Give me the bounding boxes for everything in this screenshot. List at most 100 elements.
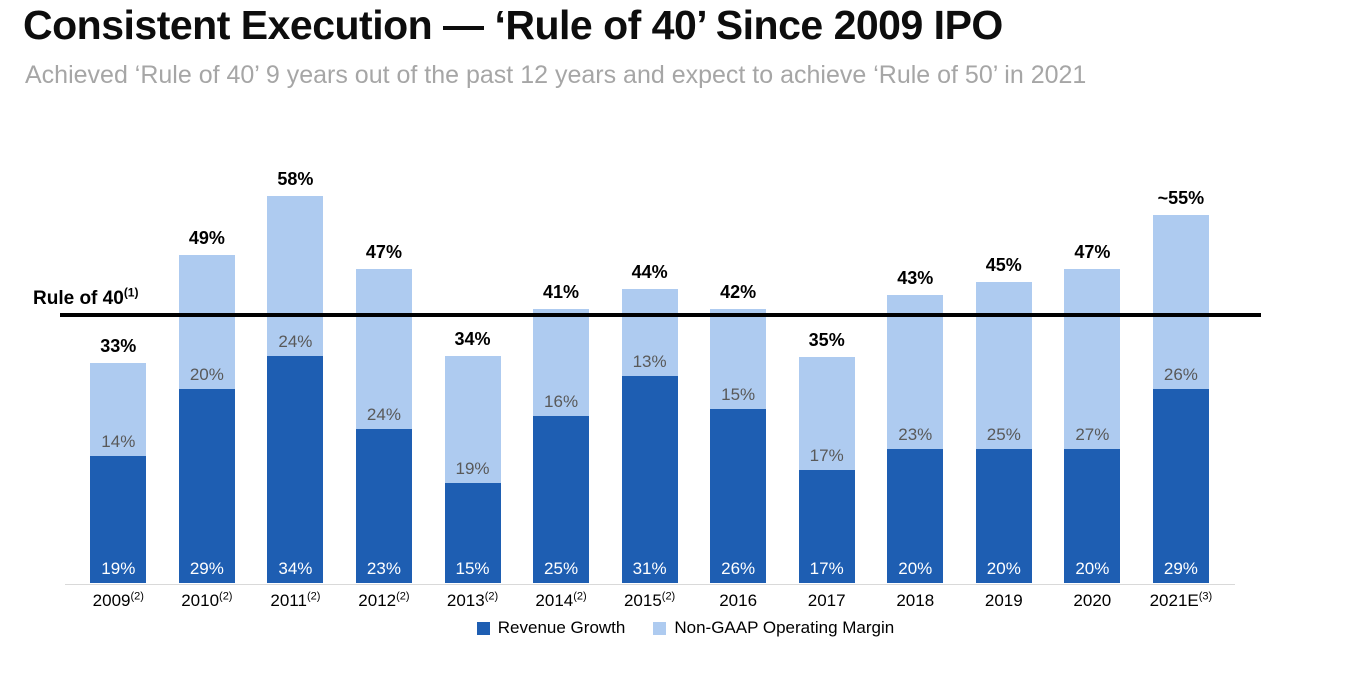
x-axis-footnote-marker: (2): [661, 590, 676, 603]
revenue-growth-segment: 34%: [267, 356, 324, 583]
x-axis-label-year: 2010: [181, 591, 220, 610]
bar-total-label: 47%: [365, 242, 402, 262]
legend-label: Non-GAAP Operating Margin: [674, 618, 895, 637]
legend: Revenue Growth Non-GAAP Operating Margin: [0, 618, 1371, 638]
revenue-growth-segment: 23%: [355, 429, 412, 583]
x-axis-footnote-marker: (2): [484, 590, 499, 603]
legend-swatch-icon: [653, 621, 667, 635]
bar-total-label: 43%: [897, 268, 934, 288]
x-axis-label: 2019: [959, 591, 1049, 611]
segment-value-label: 20%: [1075, 559, 1110, 578]
segment-value-label: 26%: [1163, 365, 1198, 384]
segment-value-label: 31%: [632, 559, 667, 578]
segment-value-label: 20%: [898, 559, 933, 578]
segment-value-label: 16%: [544, 392, 579, 411]
bar-total-label: ~55%: [1157, 188, 1205, 208]
x-axis-footnote-marker: (2): [130, 590, 144, 603]
segment-value-label: 19%: [101, 559, 136, 578]
segment-value-label: 14%: [101, 432, 136, 451]
x-axis-footnote-marker: (2): [219, 590, 233, 603]
x-axis-label: 2013(2): [428, 591, 518, 611]
operating-margin-segment: 24%: [355, 269, 412, 429]
segment-value-label: 27%: [1075, 425, 1110, 444]
x-axis-label-year: 2015: [623, 591, 662, 610]
segment-value-label: 26%: [721, 559, 756, 578]
x-axis-label: 2016: [693, 591, 783, 611]
legend-swatch-icon: [476, 621, 490, 635]
rule-of-40-footnote-marker: (1): [123, 285, 139, 300]
bar-total-label: 41%: [543, 282, 580, 302]
x-axis-label-year: 2021E: [1149, 591, 1199, 610]
bar-total-label: 35%: [808, 330, 845, 350]
segment-value-label: 23%: [366, 559, 401, 578]
segment-value-label: 24%: [278, 332, 313, 351]
rule-of-40-label: Rule of 40(1): [33, 285, 139, 310]
segment-value-label: 25%: [544, 559, 579, 578]
x-axis-label-year: 2013: [446, 591, 485, 610]
x-axis-label: 2011(2): [250, 591, 340, 611]
operating-margin-segment: 16%: [533, 309, 590, 416]
x-axis-label-year: 2011: [270, 591, 307, 610]
rule-of-40-line: [60, 313, 1261, 317]
revenue-growth-segment: 25%: [533, 416, 590, 583]
legend-item-revenue-growth: Revenue Growth: [476, 618, 626, 638]
legend-label: Revenue Growth: [497, 618, 626, 637]
x-axis-label-year: 2009: [92, 591, 131, 610]
revenue-growth-segment: 15%: [444, 483, 501, 583]
segment-value-label: 17%: [809, 559, 844, 578]
x-axis-label-year: 2012: [358, 591, 397, 610]
operating-margin-segment: 19%: [444, 356, 501, 483]
bar-total-label: 47%: [1074, 242, 1111, 262]
bar-total-label: 34%: [454, 329, 491, 349]
x-axis-footnote-marker: (2): [306, 590, 321, 603]
x-axis-label-year: 2014: [535, 591, 574, 610]
x-axis-label-year: 2019: [984, 591, 1023, 610]
x-axis-label: 2012(2): [339, 591, 429, 611]
bar-total-label: 33%: [100, 336, 137, 356]
operating-margin-segment: 24%: [267, 196, 324, 356]
segment-value-label: 19%: [455, 459, 490, 478]
operating-margin-segment: 23%: [887, 295, 944, 449]
operating-margin-segment: 17%: [798, 357, 855, 470]
segment-value-label: 15%: [455, 559, 490, 578]
x-axis-label-year: 2017: [807, 591, 846, 610]
x-axis-footnote-marker: (3): [1198, 590, 1213, 603]
x-axis-label-year: 2020: [1073, 591, 1112, 610]
slide-subtitle: Achieved ‘Rule of 40’ 9 years out of the…: [25, 61, 1087, 89]
operating-margin-segment: 25%: [975, 282, 1032, 449]
segment-value-label: 20%: [986, 559, 1021, 578]
bar-total-label: 42%: [720, 282, 757, 302]
x-axis-label-year: 2016: [719, 591, 758, 610]
operating-margin-segment: 20%: [178, 255, 235, 389]
revenue-growth-segment: 31%: [621, 376, 678, 583]
revenue-growth-segment: 20%: [887, 449, 944, 583]
segment-value-label: 15%: [721, 385, 756, 404]
x-axis-label: 2020: [1047, 591, 1137, 611]
operating-margin-segment: 15%: [710, 309, 767, 409]
x-axis-label: 2009(2): [73, 591, 163, 611]
operating-margin-segment: 13%: [621, 289, 678, 376]
x-axis-label-year: 2018: [896, 591, 935, 610]
bar-total-label: 45%: [985, 255, 1022, 275]
segment-value-label: 23%: [898, 425, 933, 444]
x-axis-label: 2014(2): [516, 591, 606, 611]
operating-margin-segment: 26%: [1152, 215, 1209, 389]
segment-value-label: 17%: [809, 446, 844, 465]
revenue-growth-segment: 26%: [710, 409, 767, 583]
rule-of-40-label-text: Rule of 40: [33, 288, 124, 309]
x-axis-line: [65, 584, 1235, 585]
segment-value-label: 24%: [366, 405, 401, 424]
revenue-growth-segment: 17%: [798, 470, 855, 583]
segment-value-label: 29%: [1163, 559, 1198, 578]
x-axis-label: 2018: [870, 591, 960, 611]
revenue-growth-segment: 19%: [90, 456, 147, 583]
revenue-growth-segment: 29%: [1152, 389, 1209, 583]
x-axis-label: 2010(2): [162, 591, 252, 611]
revenue-growth-segment: 20%: [1064, 449, 1121, 583]
bar-total-label: 49%: [188, 228, 225, 248]
x-axis-label: 2021E(3): [1136, 591, 1226, 611]
x-axis-label: 2015(2): [605, 591, 695, 611]
operating-margin-segment: 27%: [1064, 269, 1121, 449]
bar-total-label: 58%: [277, 169, 314, 189]
